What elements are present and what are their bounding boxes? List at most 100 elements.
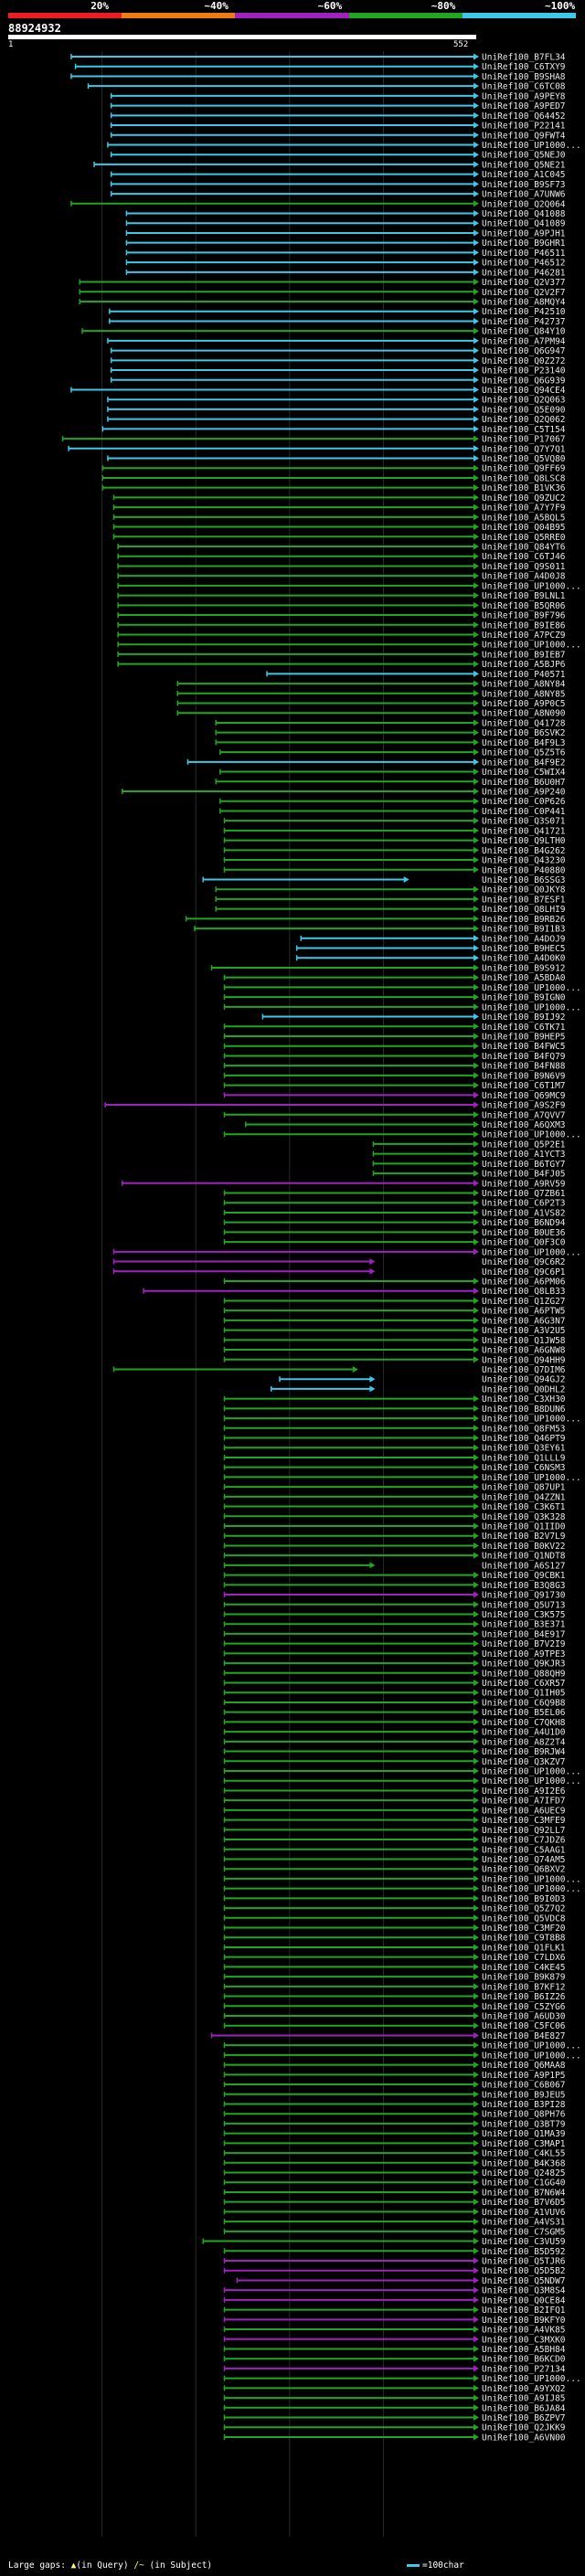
hit-label[interactable]: UniRef100_Q5VDC8 (482, 1913, 566, 1924)
hit-label[interactable]: UniRef100_UP1000... (482, 641, 581, 651)
hit-label[interactable]: UniRef100_Q9ZUC2 (482, 493, 566, 504)
hit-label[interactable]: UniRef100_A7Y7F9 (482, 504, 566, 514)
hit-label[interactable]: UniRef100_UP1000... (482, 141, 581, 151)
hit-label[interactable]: UniRef100_C5AAG1 (482, 1845, 566, 1855)
hit-label[interactable]: UniRef100_A1YCT3 (482, 1150, 566, 1160)
hit-label[interactable]: UniRef100_Q3K328 (482, 1512, 566, 1522)
hit-label[interactable]: UniRef100_A4D0K0 (482, 954, 566, 964)
hit-label[interactable]: UniRef100_P27134 (482, 2364, 566, 2374)
hit-label[interactable]: UniRef100_UP1000... (482, 1415, 581, 1425)
hit-label[interactable]: UniRef100_B6ZPV7 (482, 2413, 566, 2423)
hit-label[interactable]: UniRef100_B4G262 (482, 846, 566, 856)
hit-label[interactable]: UniRef100_Q1JW58 (482, 1336, 566, 1346)
hit-label[interactable]: UniRef100_Q41728 (482, 718, 566, 728)
hit-label[interactable]: UniRef100_B4FWC5 (482, 1042, 566, 1052)
hit-label[interactable]: UniRef100_C5ZYG6 (482, 2002, 566, 2012)
hit-label[interactable]: UniRef100_UP1000... (482, 2041, 581, 2051)
hit-label[interactable]: UniRef100_B9JEU5 (482, 2090, 566, 2100)
hit-label[interactable]: UniRef100_P46511 (482, 249, 566, 259)
hit-label[interactable]: UniRef100_P22141 (482, 122, 566, 132)
hit-label[interactable]: UniRef100_B0UE36 (482, 1228, 566, 1238)
hit-label[interactable]: UniRef100_B9RB26 (482, 915, 566, 925)
hit-label[interactable]: UniRef100_A8N090 (482, 709, 566, 719)
hit-label[interactable]: UniRef100_B4FN88 (482, 1062, 566, 1072)
hit-label[interactable]: UniRef100_UP1000... (482, 1002, 581, 1012)
hit-label[interactable]: UniRef100_A4VK85 (482, 2326, 566, 2336)
hit-label[interactable]: UniRef100_Q5E090 (482, 405, 566, 415)
hit-label[interactable]: UniRef100_Q41721 (482, 826, 566, 836)
hit-label[interactable]: UniRef100_Q5VQ80 (482, 454, 566, 464)
hit-label[interactable]: UniRef100_B5EL06 (482, 1708, 566, 1718)
hit-label[interactable]: UniRef100_Q3M8S4 (482, 2286, 566, 2296)
hit-label[interactable]: UniRef100_B9S912 (482, 963, 566, 973)
hit-label[interactable]: UniRef100_UP1000... (482, 983, 581, 993)
hit-label[interactable]: UniRef100_Q8LHI9 (482, 905, 566, 915)
hit-label[interactable]: UniRef100_A6UD30 (482, 2012, 566, 2022)
hit-label[interactable]: UniRef100_B4E917 (482, 1629, 566, 1639)
hit-label[interactable]: UniRef100_A5BJP6 (482, 660, 566, 670)
hit-label[interactable]: UniRef100_Q0F3C0 (482, 1238, 566, 1248)
hit-label[interactable]: UniRef100_Q9C6P1 (482, 1267, 566, 1277)
hit-label[interactable]: UniRef100_A6PM06 (482, 1277, 566, 1288)
hit-label[interactable]: UniRef100_Q0CE84 (482, 2295, 566, 2306)
hit-label[interactable]: UniRef100_C3MAP1 (482, 2139, 566, 2149)
hit-label[interactable]: UniRef100_B3PI28 (482, 2100, 566, 2110)
hit-label[interactable]: UniRef100_B6TGY7 (482, 1160, 566, 1170)
hit-label[interactable]: UniRef100_Q43230 (482, 856, 566, 866)
hit-label[interactable]: UniRef100_UP1000... (482, 2374, 581, 2384)
hit-label[interactable]: UniRef100_Q6BXV2 (482, 1865, 566, 1875)
hit-label[interactable]: UniRef100_Q92LL7 (482, 1826, 566, 1836)
hit-label[interactable]: UniRef100_UP1000... (482, 1776, 581, 1786)
hit-label[interactable]: UniRef100_P42737 (482, 317, 566, 327)
hit-label[interactable]: UniRef100_A9P240 (482, 788, 566, 798)
hit-label[interactable]: UniRef100_Q74AM5 (482, 1855, 566, 1865)
hit-label[interactable]: UniRef100_B9SF73 (482, 180, 566, 190)
hit-label[interactable]: UniRef100_UP1000... (482, 1473, 581, 1483)
hit-label[interactable]: UniRef100_C6TC08 (482, 82, 566, 92)
hit-label[interactable]: UniRef100_Q8FM53 (482, 1424, 566, 1434)
hit-label[interactable]: UniRef100_C0P441 (482, 807, 566, 817)
hit-label[interactable]: UniRef100_Q5Z7Q2 (482, 1904, 566, 1914)
hit-label[interactable]: UniRef100_A4VS31 (482, 2218, 566, 2228)
hit-label[interactable]: UniRef100_B7V2I9 (482, 1639, 566, 1649)
hit-label[interactable]: UniRef100_Q94HH9 (482, 1355, 566, 1365)
hit-label[interactable]: UniRef100_B7FL34 (482, 53, 566, 63)
hit-label[interactable]: UniRef100_A4U1D0 (482, 1728, 566, 1738)
hit-label[interactable]: UniRef100_Q7Y7Q1 (482, 444, 566, 454)
hit-label[interactable]: UniRef100_A6S127 (482, 1561, 566, 1571)
hit-label[interactable]: UniRef100_B6ND94 (482, 1218, 566, 1228)
hit-label[interactable]: UniRef100_B4E827 (482, 2031, 566, 2041)
hit-label[interactable]: UniRef100_B9I0D3 (482, 1894, 566, 1904)
hit-label[interactable]: UniRef100_A6G3N7 (482, 1316, 566, 1326)
hit-label[interactable]: UniRef100_B8DUN6 (482, 1405, 566, 1415)
hit-label[interactable]: UniRef100_B9IJ92 (482, 1012, 566, 1023)
hit-label[interactable]: UniRef100_B4F9E2 (482, 758, 566, 768)
hit-label[interactable]: UniRef100_Q6G947 (482, 346, 566, 356)
hit-label[interactable]: UniRef100_UP1000... (482, 1874, 581, 1884)
hit-label[interactable]: UniRef100_C3MF20 (482, 1924, 566, 1934)
hit-label[interactable]: UniRef100_P42510 (482, 307, 566, 317)
hit-label[interactable]: UniRef100_B6U0H7 (482, 778, 566, 788)
hit-label[interactable]: UniRef100_B9HEP5 (482, 1033, 566, 1043)
hit-label[interactable]: UniRef100_Q2Q063 (482, 396, 566, 406)
hit-label[interactable]: UniRef100_A7PCZ9 (482, 631, 566, 641)
hit-label[interactable]: UniRef100_C6Q9B8 (482, 1698, 566, 1708)
hit-label[interactable]: UniRef100_B9N6V9 (482, 1071, 566, 1081)
hit-label[interactable]: UniRef100_Q5NEJ0 (482, 151, 566, 161)
hit-label[interactable]: UniRef100_Q91730 (482, 1591, 566, 1601)
hit-label[interactable]: UniRef100_Q5U713 (482, 1600, 566, 1610)
hit-label[interactable]: UniRef100_B9RJW4 (482, 1747, 566, 1757)
hit-label[interactable]: UniRef100_B9SHA8 (482, 72, 566, 82)
hit-label[interactable]: UniRef100_B9KFY0 (482, 2316, 566, 2326)
hit-label[interactable]: UniRef100_Q24825 (482, 2168, 566, 2178)
hit-label[interactable]: UniRef100_A7QVV7 (482, 1110, 566, 1120)
hit-label[interactable]: UniRef100_Q0Z272 (482, 356, 566, 366)
hit-label[interactable]: UniRef100_A7PM94 (482, 336, 566, 346)
hit-label[interactable]: UniRef100_B6SVK2 (482, 728, 566, 738)
hit-label[interactable]: UniRef100_Q04B95 (482, 523, 566, 533)
hit-label[interactable]: UniRef100_C3MFE9 (482, 1816, 566, 1826)
hit-label[interactable]: UniRef100_Q2V2F7 (482, 288, 566, 298)
hit-label[interactable]: UniRef100_A4DOJ9 (482, 934, 566, 944)
hit-label[interactable]: UniRef100_C6XR57 (482, 1679, 566, 1689)
hit-label[interactable]: UniRef100_B9GHR1 (482, 239, 566, 249)
